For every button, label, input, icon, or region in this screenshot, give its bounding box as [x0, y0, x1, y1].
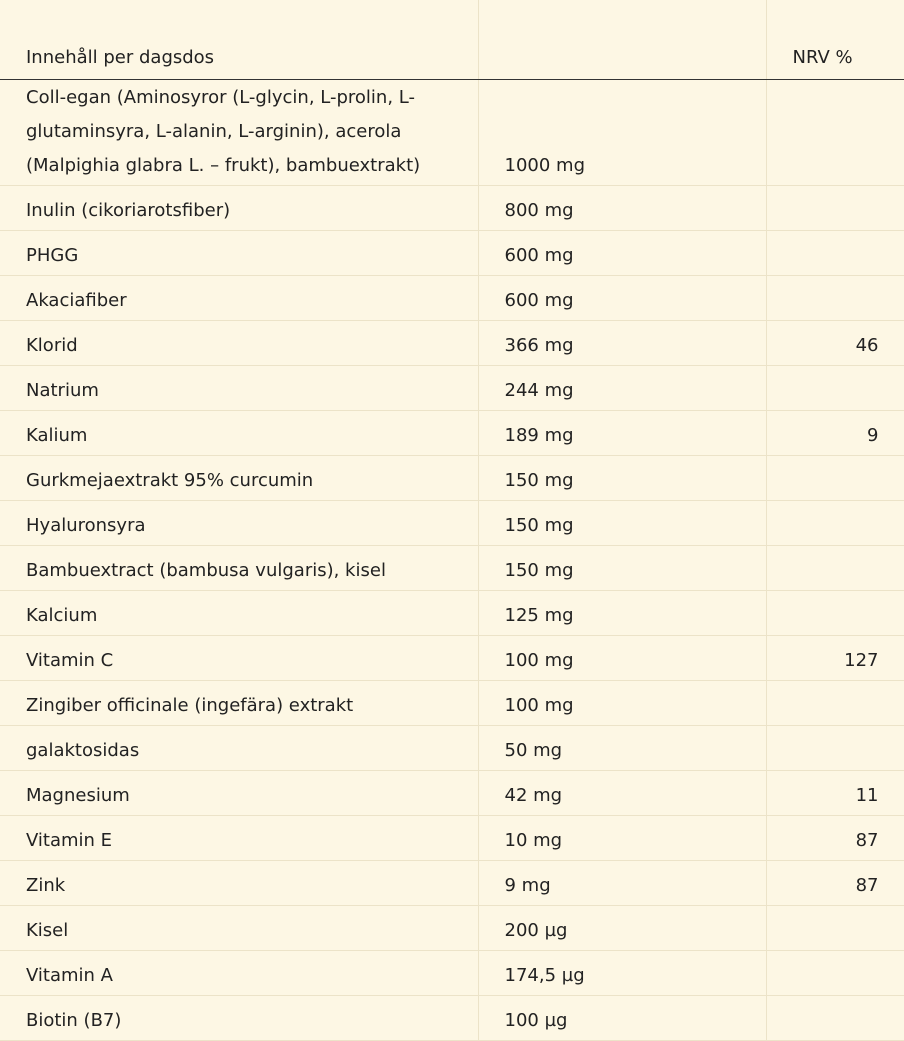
nrv-value [766, 905, 904, 951]
amount: 174,5 µg [478, 950, 767, 996]
amount: 150 mg [478, 545, 767, 591]
ingredient-name: Kisel [0, 905, 479, 951]
nrv-value [766, 275, 904, 321]
nrv-value [766, 79, 904, 186]
nrv-value [766, 185, 904, 231]
table-row: Klorid 366 mg 46 [0, 320, 904, 366]
ingredient-name: Akaciafiber [0, 275, 479, 321]
ingredient-name: Gurkmejaextrakt 95% curcumin [0, 455, 479, 501]
ingredient-name: Coll-egan (Aminosyror (L-glycin, L-proli… [0, 79, 479, 186]
amount: 1000 mg [478, 79, 767, 186]
ingredient-name: Kalium [0, 410, 479, 456]
table-row: Zink 9 mg 87 [0, 860, 904, 906]
amount: 150 mg [478, 500, 767, 546]
table-row: Gurkmejaextrakt 95% curcumin 150 mg [0, 455, 904, 501]
nrv-value [766, 455, 904, 501]
table-row: Akaciafiber 600 mg [0, 275, 904, 321]
ingredient-name: Magnesium [0, 770, 479, 816]
nrv-value [766, 230, 904, 276]
table-row: Kalcium 125 mg [0, 590, 904, 636]
amount: 100 mg [478, 680, 767, 726]
table-row: Kalium 189 mg 9 [0, 410, 904, 456]
nrv-value: 87 [766, 860, 904, 906]
ingredient-name: Zink [0, 860, 479, 906]
amount: 125 mg [478, 590, 767, 636]
nrv-value [766, 995, 904, 1041]
table-row: Bambuextract (bambusa vulgaris), kisel 15… [0, 545, 904, 591]
nrv-value [766, 500, 904, 546]
amount: 42 mg [478, 770, 767, 816]
header-nrv: NRV % [766, 0, 904, 80]
amount: 600 mg [478, 230, 767, 276]
table-row: Biotin (B7) 100 µg [0, 995, 904, 1041]
table-row: Vitamin C 100 mg 127 [0, 635, 904, 681]
amount: 50 mg [478, 725, 767, 771]
table-row: Inulin (cikoriarotsfiber) 800 mg [0, 185, 904, 231]
ingredient-name: PHGG [0, 230, 479, 276]
nrv-value: 127 [766, 635, 904, 681]
amount: 100 µg [478, 995, 767, 1041]
amount: 9 mg [478, 860, 767, 906]
nrv-value [766, 950, 904, 996]
nrv-value: 46 [766, 320, 904, 366]
table-row: Hyaluronsyra 150 mg [0, 500, 904, 546]
table-row: Zingiber officinale (ingefära) extrakt 10… [0, 680, 904, 726]
nrv-value [766, 590, 904, 636]
table-body: Coll-egan (Aminosyror (L-glycin, L-proli… [0, 79, 904, 1041]
nrv-value [766, 725, 904, 771]
amount: 800 mg [478, 185, 767, 231]
amount: 100 mg [478, 635, 767, 681]
nrv-value [766, 365, 904, 411]
ingredient-name: Hyaluronsyra [0, 500, 479, 546]
amount: 10 mg [478, 815, 767, 861]
ingredient-name: Vitamin C [0, 635, 479, 681]
table-row: galaktosidas 50 mg [0, 725, 904, 771]
table-row: Kisel 200 µg [0, 905, 904, 951]
ingredient-name: Biotin (B7) [0, 995, 479, 1041]
ingredient-name: Vitamin A [0, 950, 479, 996]
amount: 200 µg [478, 905, 767, 951]
ingredient-name: Bambuextract (bambusa vulgaris), kisel [0, 545, 479, 591]
amount: 150 mg [478, 455, 767, 501]
ingredient-name: Zingiber officinale (ingefära) extrakt [0, 680, 479, 726]
header-amount [478, 0, 767, 80]
nrv-value [766, 545, 904, 591]
ingredient-name: galaktosidas [0, 725, 479, 771]
table-row: Vitamin E 10 mg 87 [0, 815, 904, 861]
table-row: Coll-egan (Aminosyror (L-glycin, L-proli… [0, 79, 904, 186]
nrv-value: 11 [766, 770, 904, 816]
ingredient-name: Inulin (cikoriarotsfiber) [0, 185, 479, 231]
amount: 244 mg [478, 365, 767, 411]
nrv-value [766, 680, 904, 726]
ingredient-name: Vitamin E [0, 815, 479, 861]
table-row: Natrium 244 mg [0, 365, 904, 411]
table-row: PHGG 600 mg [0, 230, 904, 276]
amount: 600 mg [478, 275, 767, 321]
header-row: Innehåll per dagsdos NRV % [0, 0, 904, 80]
nrv-value: 87 [766, 815, 904, 861]
header-name: Innehåll per dagsdos [0, 0, 479, 80]
amount: 366 mg [478, 320, 767, 366]
nrv-value: 9 [766, 410, 904, 456]
table-row: Vitamin A 174,5 µg [0, 950, 904, 996]
ingredient-name: Natrium [0, 365, 479, 411]
table-row: Magnesium 42 mg 11 [0, 770, 904, 816]
amount: 189 mg [478, 410, 767, 456]
ingredient-name: Klorid [0, 320, 479, 366]
ingredient-name: Kalcium [0, 590, 479, 636]
